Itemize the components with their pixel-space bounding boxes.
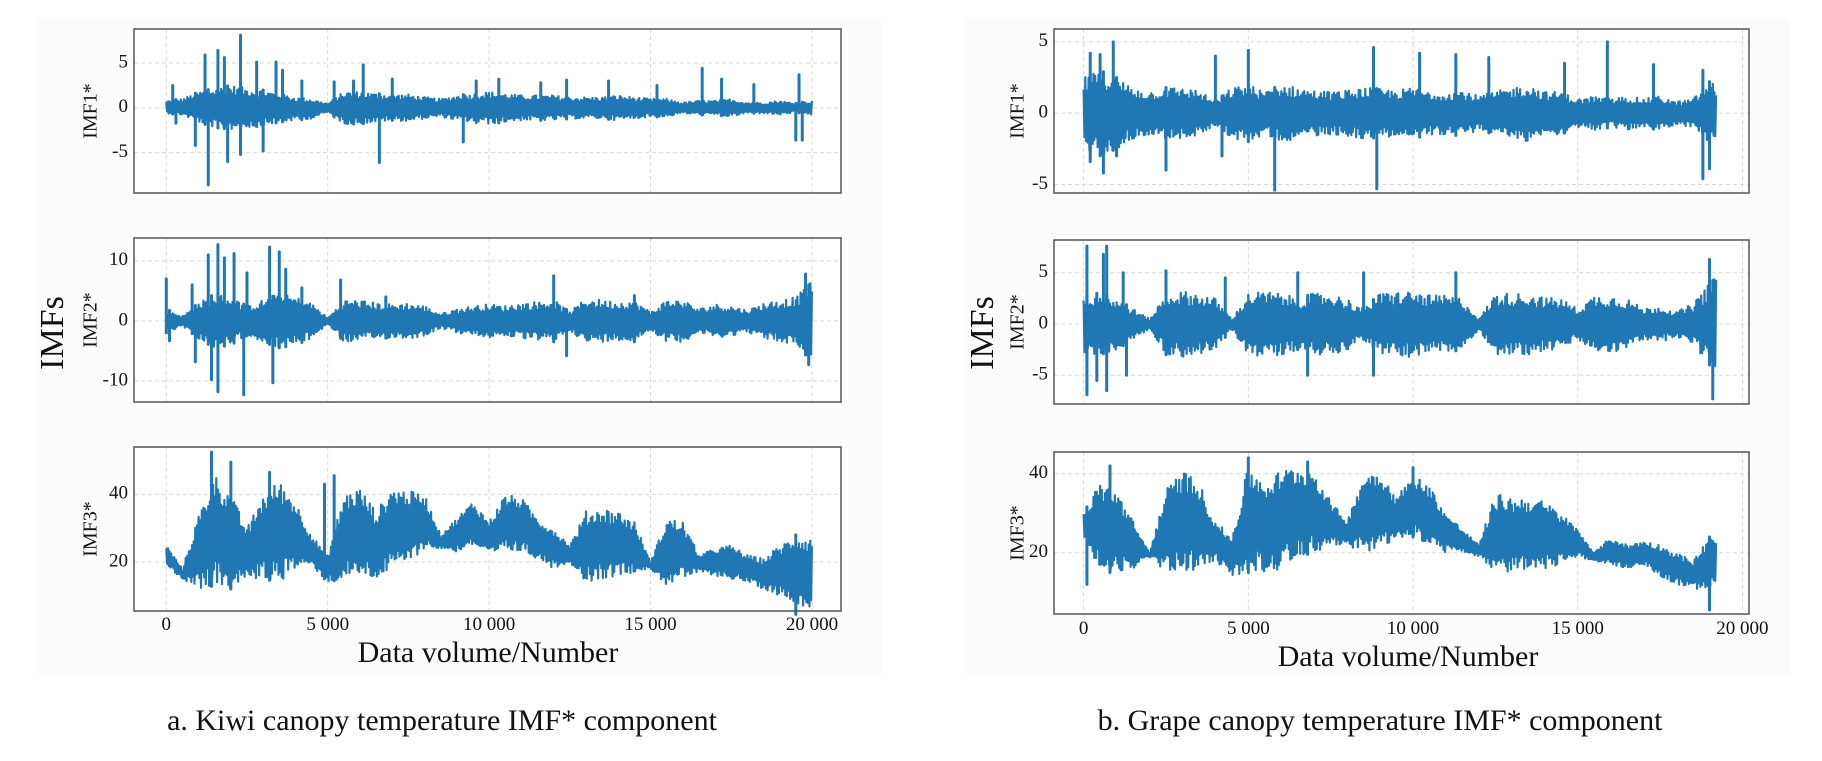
subplot-imf3: 40 20 IMF3* [80,446,842,616]
y-axis-label: IMF1* [1007,83,1029,139]
subplot-imf1: 5 0 -5 IMF1* [1007,28,1750,194]
caption-b: b. Grape canopy temperature IMF* compone… [1097,704,1663,737]
y-axis-label: IMF2* [80,292,102,348]
x-axis-label: Data volume/Number [358,636,619,669]
y-tick-label: 0 [119,96,129,117]
y-tick-label: 5 [119,51,129,72]
y-tick-label: 40 [1029,462,1048,483]
y-tick-label: 10 [109,249,128,270]
x-tick-label: 0 [1079,618,1089,639]
x-tick-label: 15 000 [624,614,676,635]
shared-ylabel: IMFs [964,296,1001,370]
signal-line [165,85,813,130]
x-tick-label: 5 000 [1227,618,1270,639]
y-tick-label: -5 [1032,173,1048,194]
x-axis-label: Data volume/Number [1278,640,1539,673]
shared-ylabel: IMFs [34,296,71,370]
y-tick-label: 5 [1039,261,1049,282]
signal-line [1082,278,1718,368]
plot-frame [133,446,842,612]
y-tick-label: -10 [103,369,128,390]
y-axis-label: IMF2* [1007,294,1029,350]
plot-frame [1053,451,1750,615]
x-tick-label: 20 000 [786,614,838,635]
y-tick-label: 20 [109,550,128,571]
x-tick-label: 0 [162,614,172,635]
y-tick-label: 40 [109,483,128,504]
y-tick-label: 5 [1039,30,1049,51]
y-tick-label: -5 [1032,364,1048,385]
y-tick-label: -5 [112,141,128,162]
plot-frame [133,28,842,194]
y-tick-label: 0 [1039,101,1049,122]
plot-frame [1053,239,1750,405]
y-tick-label: 0 [1039,312,1049,333]
y-axis-label: IMF3* [80,501,102,557]
subplot-imf1: 5 0 -5 IMF1* [80,28,842,194]
y-tick-label: 0 [119,309,129,330]
y-axis-label: IMF3* [1007,505,1029,561]
y-axis-label: IMF1* [80,83,102,139]
y-tick-label: 20 [1029,541,1048,562]
x-tick-label: 10 000 [463,614,515,635]
caption-a: a. Kiwi canopy temperature IMF* componen… [167,704,717,737]
x-tick-label: 20 000 [1716,618,1768,639]
x-tick-label: 5 000 [306,614,349,635]
plot-frame [1053,28,1750,194]
signal-line [1082,70,1718,157]
signal-line [165,477,813,608]
plot-frame [133,237,842,403]
signal-line [1082,469,1718,590]
x-tick-label: 15 000 [1552,618,1604,639]
x-tick-label: 10 000 [1387,618,1439,639]
